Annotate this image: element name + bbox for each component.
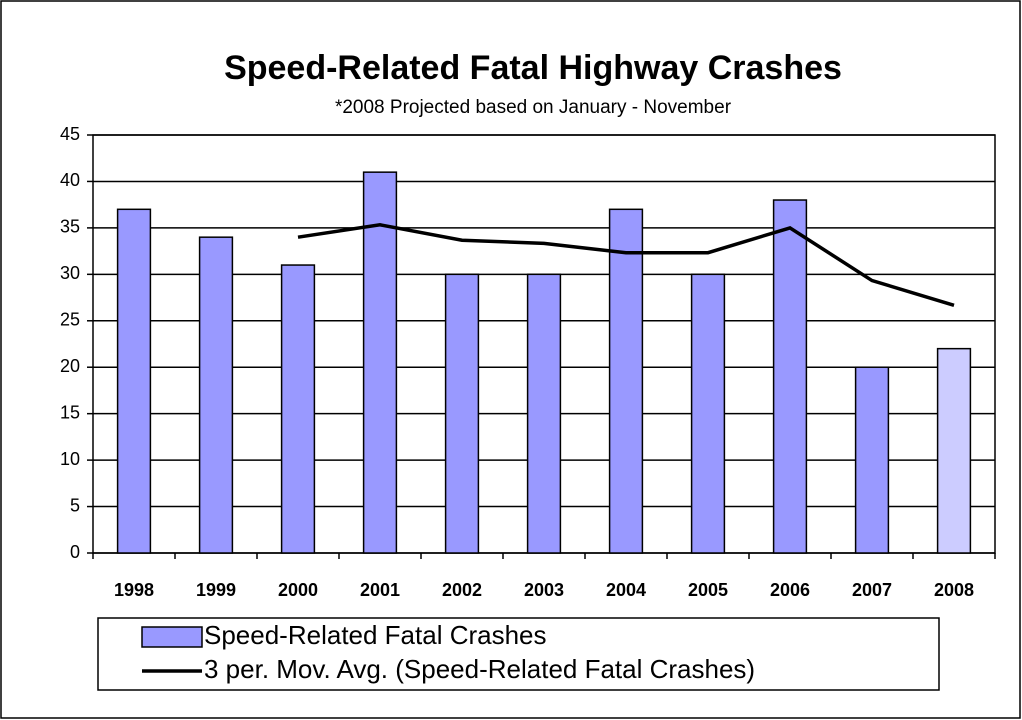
bar [608, 208, 644, 554]
legend-swatch [141, 626, 203, 648]
bar [362, 171, 398, 554]
legend-label: 3 per. Mov. Avg. (Speed-Related Fatal Cr… [204, 654, 755, 684]
bar [444, 273, 480, 554]
y-tick-label: 10 [60, 449, 80, 469]
y-tick-label: 15 [60, 402, 80, 422]
chart-title: Speed-Related Fatal Highway Crashes [224, 49, 842, 87]
bar [772, 199, 808, 554]
x-tick-label: 2004 [606, 580, 646, 600]
y-tick-label: 45 [60, 124, 80, 144]
x-tick-label: 2002 [442, 580, 482, 600]
y-tick-label: 25 [60, 310, 80, 330]
legend-label: Speed-Related Fatal Crashes [204, 620, 547, 650]
moving-average-line [297, 223, 955, 307]
x-tick-label: 2008 [934, 580, 974, 600]
y-tick-label: 5 [70, 495, 80, 515]
chart-subtitle: *2008 Projected based on January - Novem… [335, 97, 732, 118]
y-tick-label: 30 [60, 263, 80, 283]
bar [690, 273, 726, 554]
x-tick-label: 2005 [688, 580, 728, 600]
bar [936, 347, 972, 554]
x-tick-label: 1999 [196, 580, 236, 600]
bar [526, 273, 562, 554]
bar [116, 208, 152, 554]
bar [280, 264, 316, 554]
x-tick-label: 2001 [360, 580, 400, 600]
bar [854, 366, 890, 554]
x-tick-label: 2003 [524, 580, 564, 600]
x-tick-label: 1998 [114, 580, 154, 600]
x-tick-label: 2007 [852, 580, 892, 600]
y-tick-label: 35 [60, 217, 80, 237]
y-tick-label: 0 [70, 542, 80, 562]
legend-box [97, 617, 940, 691]
bar [198, 236, 234, 554]
x-tick-label: 2006 [770, 580, 810, 600]
y-tick-label: 40 [60, 170, 80, 190]
x-tick-label: 2000 [278, 580, 318, 600]
y-tick-label: 20 [60, 356, 80, 376]
